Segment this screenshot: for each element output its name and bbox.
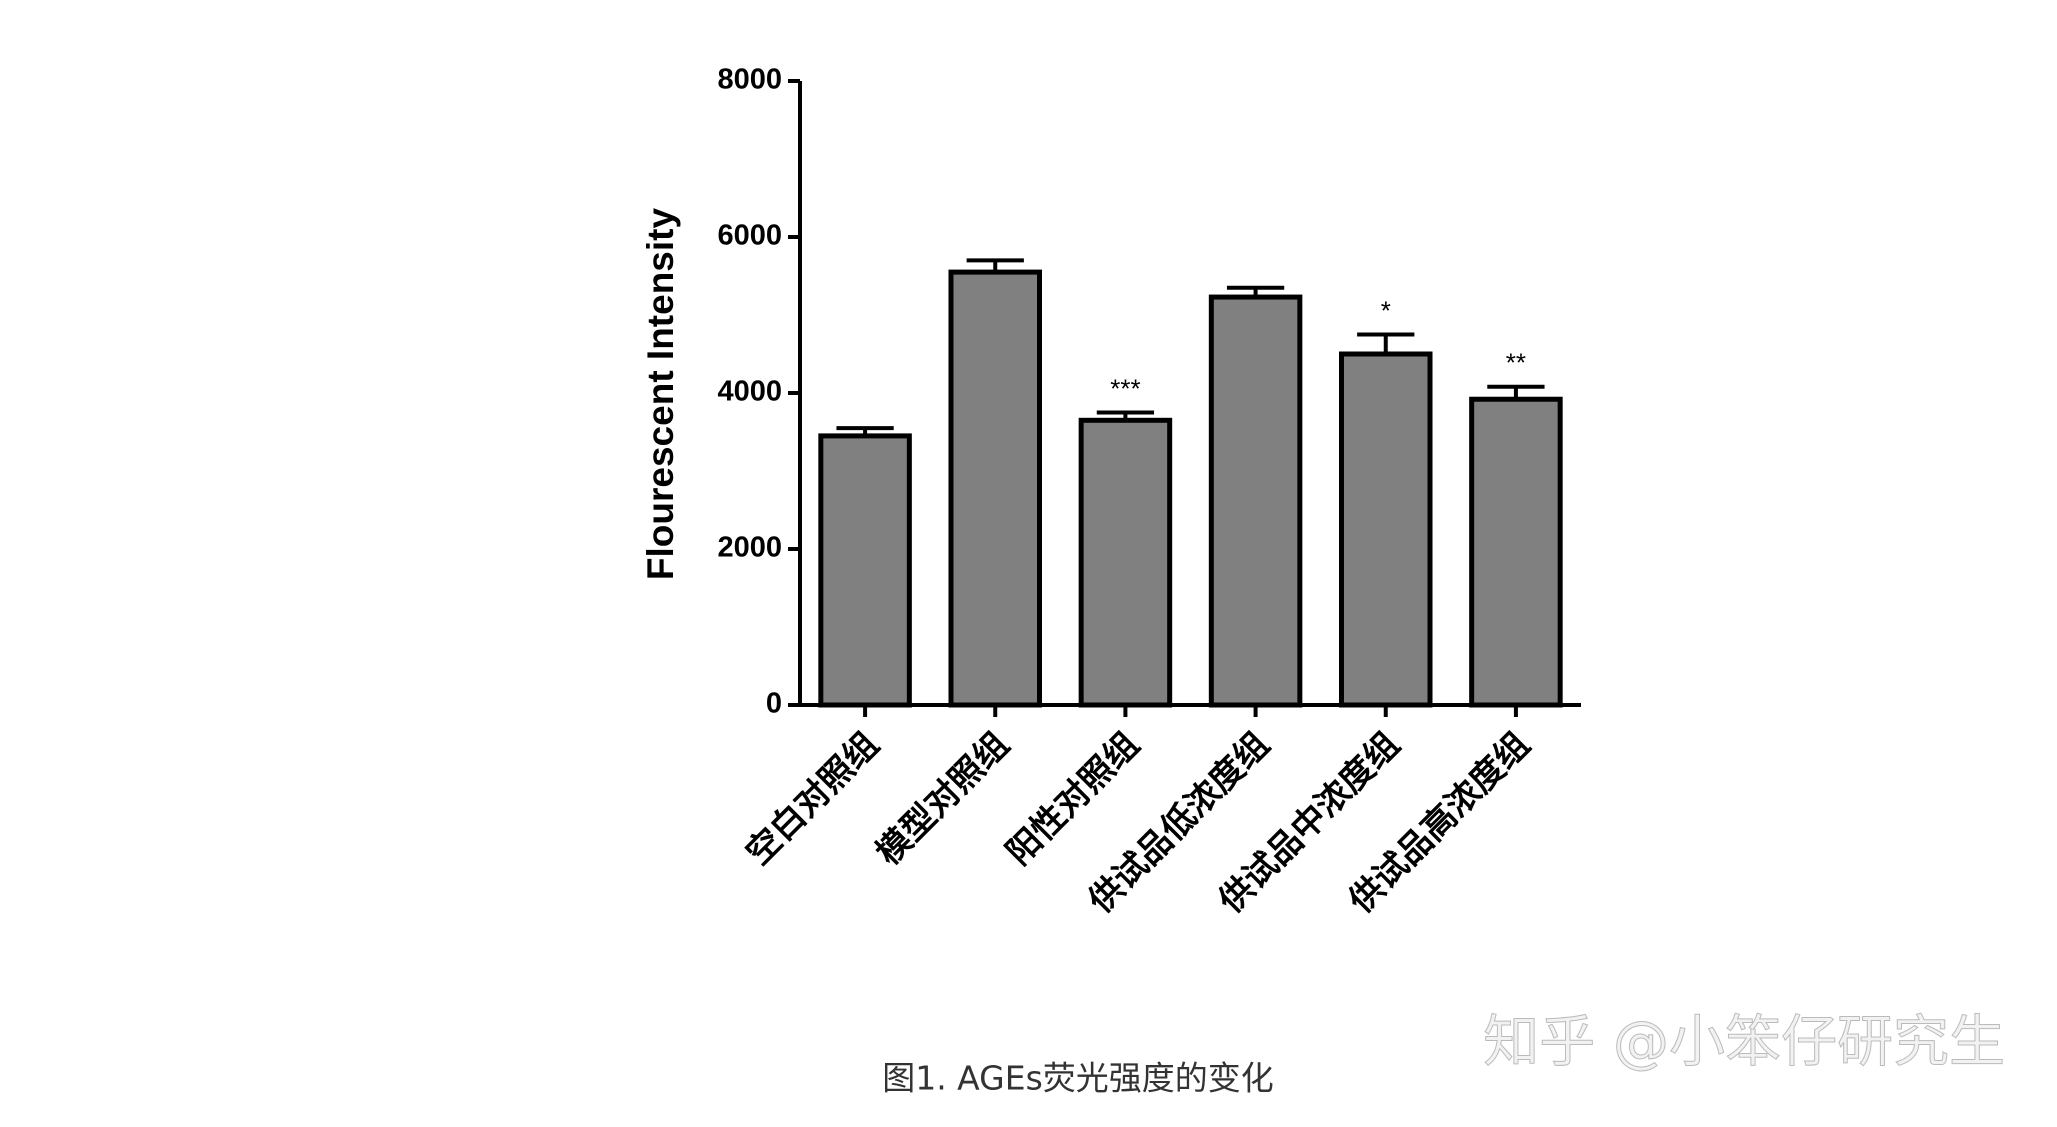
y-tick-label: 0	[766, 688, 782, 720]
y-tick-label: 6000	[717, 220, 782, 252]
bar	[1338, 351, 1433, 708]
x-tick-label: 空白对照组	[739, 725, 886, 872]
y-tick-label: 8000	[717, 64, 782, 96]
bar	[1208, 294, 1303, 708]
significance: **	[1506, 348, 1526, 378]
significance: *	[1381, 295, 1391, 325]
significance: ***	[1110, 373, 1140, 403]
watermark: 知乎 @小笨仔研究生	[1483, 1010, 2005, 1075]
y-tick-label: 4000	[717, 376, 782, 408]
caption: 图1. AGEs荧光强度的变化	[882, 1059, 1274, 1098]
x-tick-label: 阳性对照组	[1000, 725, 1147, 872]
x-tick-label: 模型对照组	[869, 725, 1016, 872]
y-axis-label: Flourescent Intensity	[640, 208, 681, 581]
bar	[948, 269, 1043, 708]
bar	[818, 433, 912, 708]
bar	[1078, 417, 1173, 708]
bar	[1469, 396, 1563, 708]
y-tick-label: 2000	[717, 532, 782, 564]
